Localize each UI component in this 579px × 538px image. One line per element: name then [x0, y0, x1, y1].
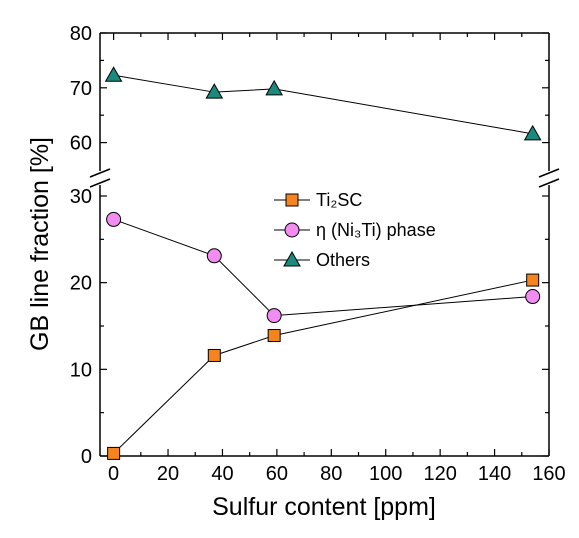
x-tick-label: 80	[320, 463, 342, 485]
x-tick-label: 160	[532, 463, 565, 485]
x-tick-label: 20	[157, 463, 179, 485]
series-2	[104, 66, 542, 141]
axis-break-mark	[538, 168, 560, 178]
legend-marker-triangle	[283, 250, 301, 267]
data-point-circle	[206, 248, 222, 264]
data-point-triangle	[104, 66, 123, 82]
x-tick-label: 100	[369, 463, 402, 485]
y-tick-label: 20	[70, 273, 92, 295]
series-line	[113, 279, 533, 454]
y-tick-label: 60	[70, 133, 92, 155]
x-tick-label: 120	[423, 463, 456, 485]
y-tick-label: 30	[70, 186, 92, 208]
y-tick-label: 80	[70, 23, 92, 45]
y-tick-label: 0	[81, 446, 92, 468]
x-tick-label: 0	[108, 463, 119, 485]
legend-label: Ti₂SC	[316, 190, 362, 210]
series-1	[106, 211, 541, 324]
data-point-square	[207, 348, 221, 362]
legend-label: η (Ni₃Ti) phase	[316, 220, 436, 240]
data-point-triangle	[205, 83, 224, 99]
axes	[89, 32, 560, 457]
x-tick-label: 40	[211, 463, 233, 485]
series-line	[113, 218, 533, 317]
y-axis-title: GB line fraction [%]	[26, 137, 54, 351]
data-point-square	[107, 446, 121, 460]
data-point-square	[526, 273, 540, 287]
y-tick-label: 10	[70, 359, 92, 381]
axis-break-mark	[538, 178, 560, 188]
series-line	[113, 74, 533, 135]
data-point-circle	[266, 308, 282, 324]
legend-marker-circle	[284, 222, 300, 238]
legend-label: Others	[316, 250, 370, 270]
legend-marker-square	[285, 193, 299, 207]
series-layer	[104, 66, 542, 460]
x-tick-label: 140	[478, 463, 511, 485]
data-point-circle	[106, 211, 122, 227]
x-tick-label: 60	[266, 463, 288, 485]
y-tick-label: 70	[70, 78, 92, 100]
ticks: 0 20 40 60 80 100 120 140 160 0 10 20 30 60 70 80	[70, 23, 566, 485]
data-point-triangle	[523, 124, 542, 141]
data-point-circle	[525, 289, 541, 305]
axis-break-mark	[89, 178, 111, 188]
series-0	[107, 273, 540, 460]
axis-break-mark	[89, 168, 111, 178]
data-point-square	[267, 329, 281, 343]
x-axis-title: Sulfur content [ppm]	[212, 493, 436, 521]
legend: Ti₂SC η (Ni₃Ti) phase Others	[274, 190, 436, 270]
data-point-triangle	[265, 79, 284, 96]
